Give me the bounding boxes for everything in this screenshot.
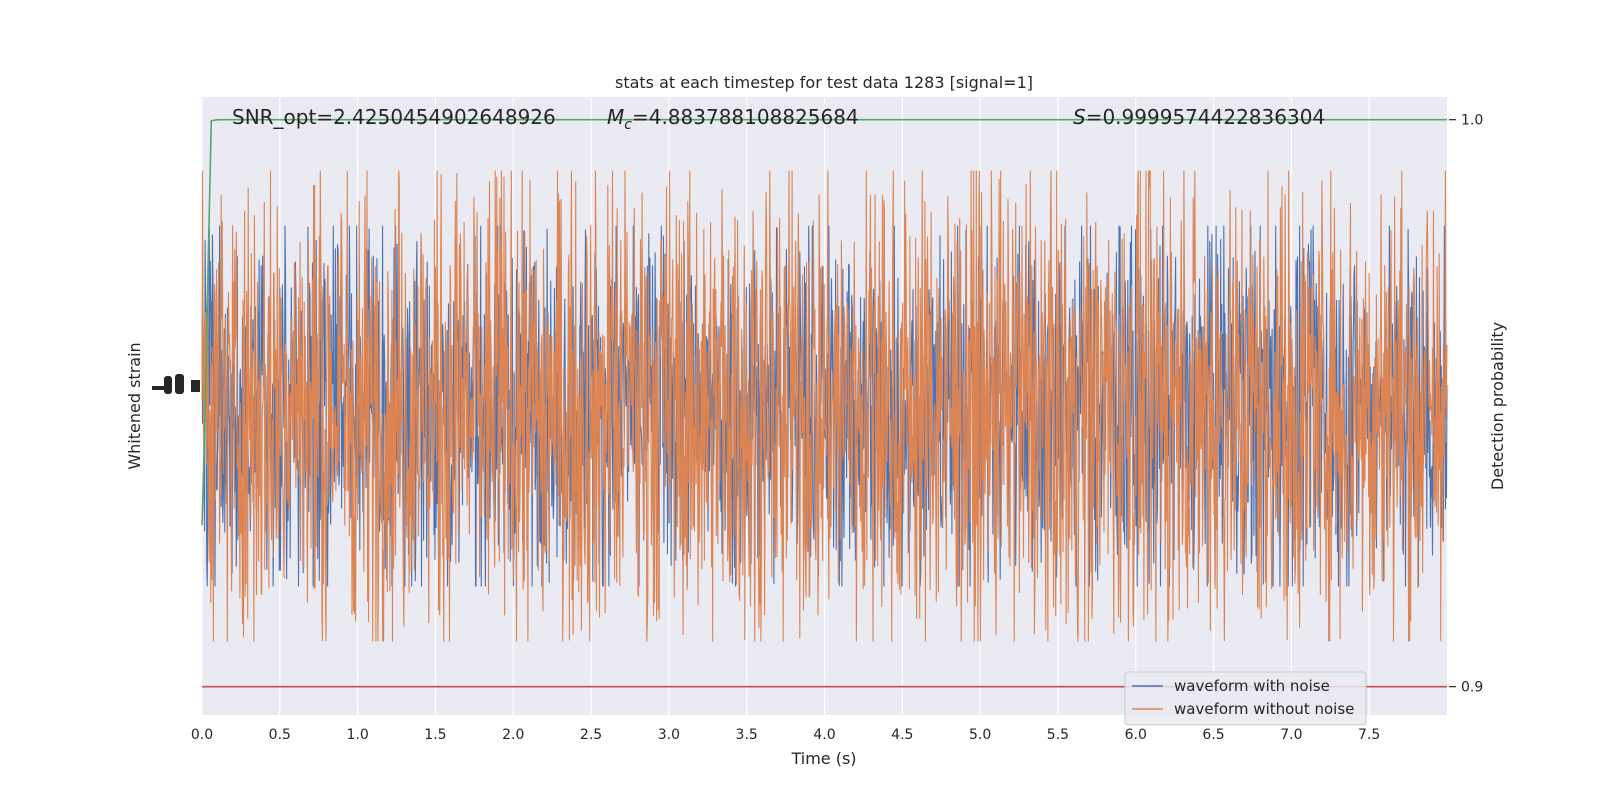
x-tick-label: 4.0 <box>813 727 835 743</box>
legend: waveform with noise waveform without noi… <box>1124 671 1367 726</box>
legend-box <box>1124 671 1367 726</box>
x-tick-label: 0.5 <box>269 727 291 743</box>
x-tick-label: 2.5 <box>580 727 602 743</box>
detection-probability-line <box>201 118 1447 526</box>
x-tick-label: 3.0 <box>658 727 680 743</box>
x-tick-label: 6.5 <box>1202 727 1224 743</box>
left-axis-tick-cluster <box>152 374 200 394</box>
score-symbol: S <box>1073 105 1086 129</box>
x-tick-label: 0.0 <box>191 727 213 743</box>
x-tick-label: 7.0 <box>1280 727 1302 743</box>
x-tick-label: 5.0 <box>969 727 991 743</box>
series-without-noise <box>201 170 1448 642</box>
x-tick-label: 4.5 <box>891 727 913 743</box>
x-axis-ticks: 0.0 0.5 1.0 1.5 2.0 2.5 3.0 3.5 4.0 4.5 5.0 5.5 6.0 6… <box>191 727 1380 743</box>
x-tick-label: 3.5 <box>736 727 758 743</box>
score-annotation: S=0.9999574422836304 <box>1073 105 1325 129</box>
legend-label-without-noise: waveform without noise <box>1174 700 1354 718</box>
chirp-mass-value: =4.883788108825684 <box>632 105 859 129</box>
chirp-mass-subscript: c <box>624 117 632 133</box>
snr-annotation: SNR_opt=2.4250454902648926 <box>232 105 556 129</box>
chirp-mass-annotation: Mc=4.883788108825684 <box>607 105 859 133</box>
x-tick-label: 7.5 <box>1358 727 1380 743</box>
right-tick-label: 1.0 <box>1461 113 1483 129</box>
x-tick-label: 5.5 <box>1047 727 1069 743</box>
x-tick-label: 1.5 <box>424 727 446 743</box>
left-axis-label: Whitened strain <box>125 342 144 469</box>
x-tick-label: 6.0 <box>1125 727 1147 743</box>
chart-title: stats at each timestep for test data 128… <box>615 73 1033 92</box>
right-tick-label: 0.9 <box>1461 680 1483 696</box>
chirp-mass-symbol: M <box>607 105 624 129</box>
score-value: =0.9999574422836304 <box>1086 105 1325 129</box>
x-tick-label: 1.0 <box>346 727 368 743</box>
legend-label-with-noise: waveform with noise <box>1174 677 1330 695</box>
x-tick-label: 2.0 <box>502 727 524 743</box>
right-axis-ticks: 0.9 1.0 <box>1449 113 1483 696</box>
right-axis-label: Detection probability <box>1488 322 1507 490</box>
x-axis-label: Time (s) <box>790 749 856 768</box>
